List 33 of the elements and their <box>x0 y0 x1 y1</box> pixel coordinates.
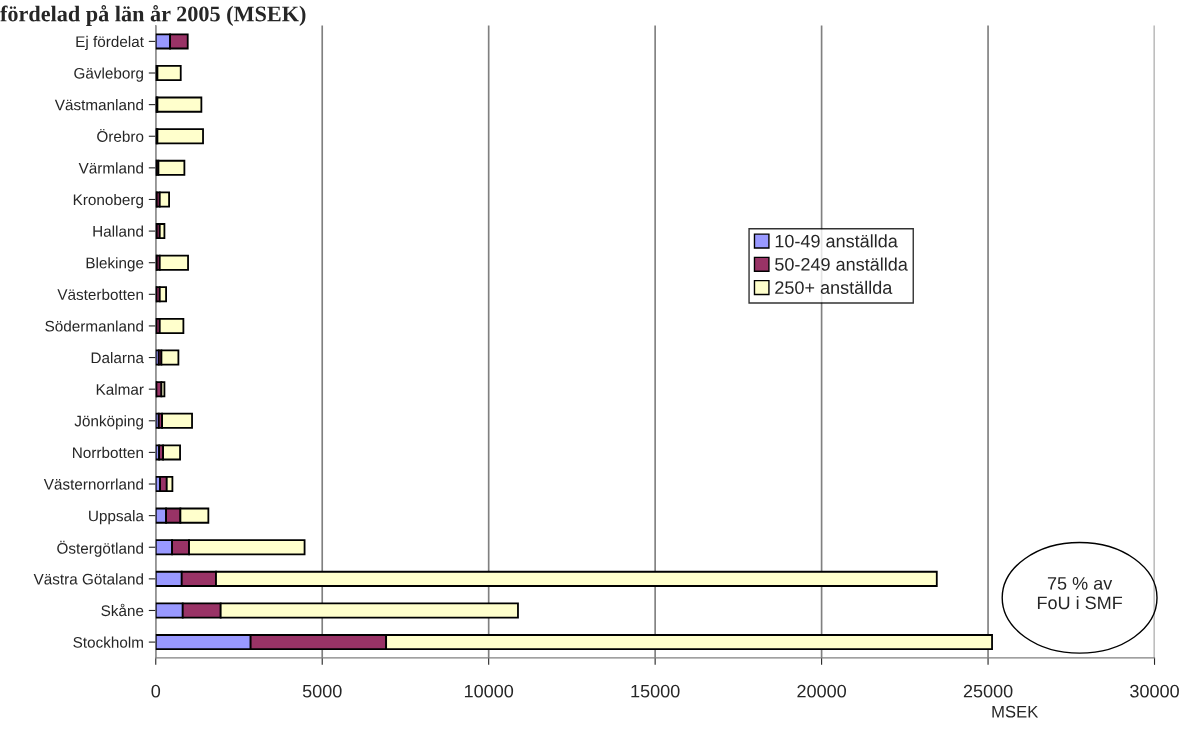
y-tick-label: Kalmar <box>96 383 144 395</box>
legend-label: 50-249 anställda <box>775 257 908 271</box>
y-tick-label: Västra Götaland <box>33 573 143 585</box>
x-tick-label: 15000 <box>631 684 680 698</box>
y-tick-label: Västernorrland <box>43 478 143 490</box>
y-tick-label: Södermanland <box>45 320 143 332</box>
y-tick-label: Norrbotten <box>73 446 143 459</box>
legend-label: 10-49 anställda <box>775 234 898 248</box>
y-tick-label: Värmland <box>78 162 143 174</box>
x-tick-label: 0 <box>151 684 161 698</box>
legend-label: 250+ anställda <box>775 280 893 295</box>
y-tick-label: Västerbotten <box>57 288 143 301</box>
annotation: 75 % av FoU i SMF <box>1037 577 1123 610</box>
y-tick-label: Östergötland <box>57 540 143 557</box>
y-tick-label: Stockholm <box>73 636 143 648</box>
x-tick-label: 5000 <box>302 684 342 698</box>
x-axis-title: MSEK <box>992 705 1039 718</box>
x-tick-label: 10000 <box>464 684 514 698</box>
y-tick-label: Gävleborg <box>74 67 143 82</box>
y-tick-label: Västmanland <box>54 99 143 111</box>
y-tick-label: Kronoberg <box>73 193 143 209</box>
x-tick-label: 30000 <box>1130 684 1179 698</box>
y-tick-label: Örebro <box>97 128 144 142</box>
x-tick-label: 25000 <box>963 684 1013 698</box>
y-tick-label: Halland <box>93 225 143 237</box>
y-tick-label: Skåne <box>101 603 144 617</box>
chart-title: fördelad på län år 2005 (MSEK) <box>0 5 306 26</box>
y-tick-label: Uppsala <box>89 510 144 525</box>
y-tick-label: Blekinge <box>86 257 144 272</box>
y-tick-label: Ej fördelat <box>76 35 144 51</box>
x-tick-label: 20000 <box>797 684 846 698</box>
y-tick-label: Jönköping <box>74 415 143 430</box>
y-tick-label: Dalarna <box>91 352 144 364</box>
